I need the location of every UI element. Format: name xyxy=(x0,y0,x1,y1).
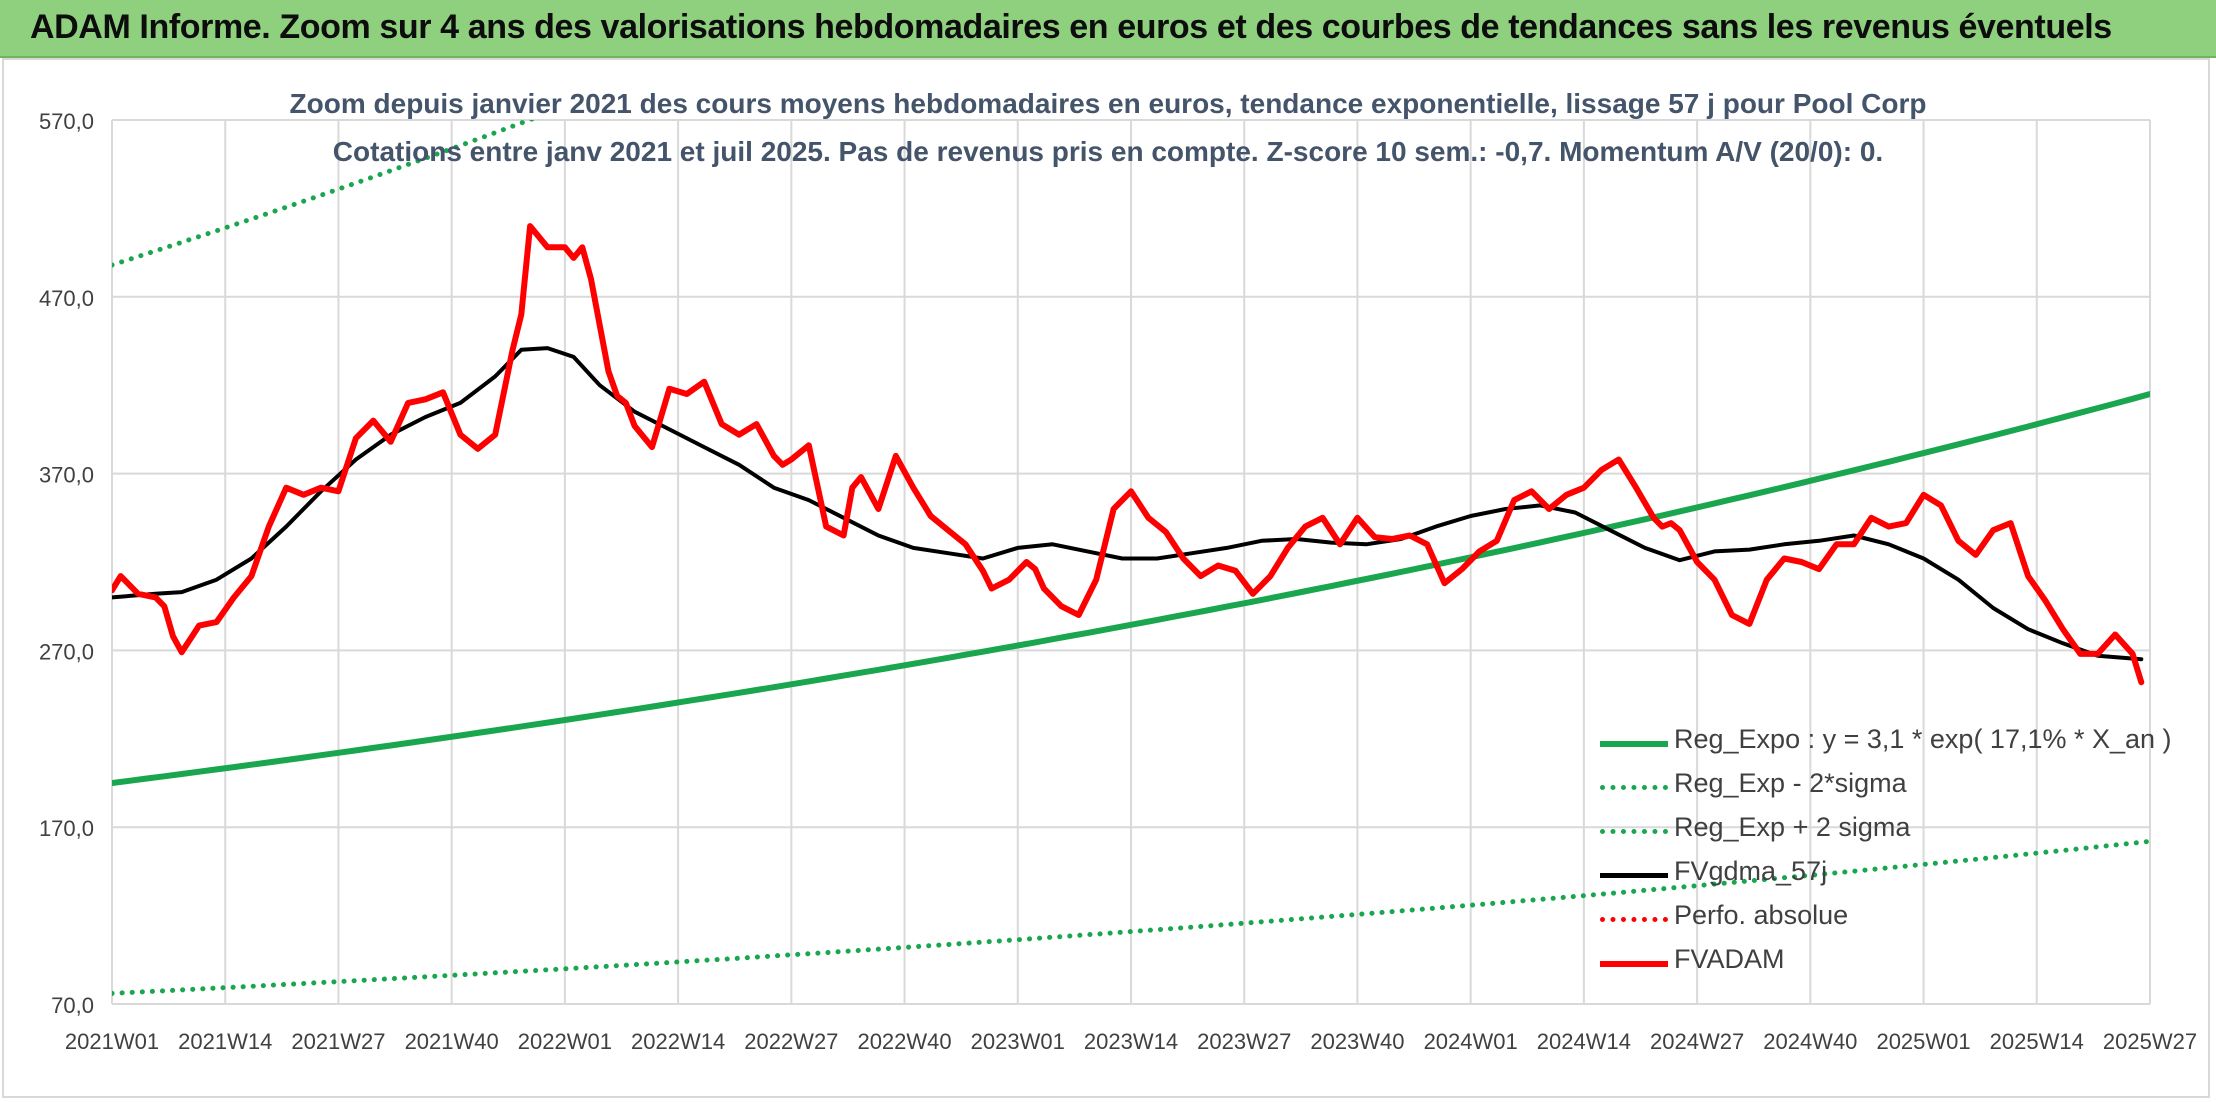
legend-swatch xyxy=(1600,961,1668,967)
x-tick-label: 2022W40 xyxy=(857,1029,951,1054)
series-line-fvadam xyxy=(112,223,2145,686)
chart-frame xyxy=(2,58,2210,1098)
x-tick-label: 2021W01 xyxy=(65,1029,159,1054)
x-tick-label: 2023W14 xyxy=(1084,1029,1178,1054)
x-tick-label: 2022W14 xyxy=(631,1029,725,1054)
x-tick-label: 2021W27 xyxy=(291,1029,385,1054)
legend-swatch xyxy=(1600,741,1668,747)
x-tick-label: 2023W27 xyxy=(1197,1029,1291,1054)
legend-label: Perfo. absolue xyxy=(1674,900,1849,930)
legend-swatch xyxy=(1600,829,1668,834)
legend-item: Reg_Exp - 2*sigma xyxy=(1600,764,2120,808)
x-tick-label: 2021W40 xyxy=(405,1029,499,1054)
legend-item: Reg_Exp + 2 sigma xyxy=(1600,808,2120,852)
series-line-fvgdma-57j xyxy=(112,346,2144,662)
legend-label: FVADAM xyxy=(1674,944,1785,974)
header-banner: ADAM Informe. Zoom sur 4 ans des valoris… xyxy=(0,0,2216,58)
y-tick-label: 170,0 xyxy=(39,816,94,841)
legend-item: Perfo. absolue xyxy=(1600,896,2120,940)
x-tick-label: 2024W01 xyxy=(1424,1029,1518,1054)
series-line-reg-expo-y-3-1-exp-17-1-x-an xyxy=(112,391,2150,786)
x-tick-label: 2024W40 xyxy=(1763,1029,1857,1054)
chart-subtitle: Cotations entre janv 2021 et juil 2025. … xyxy=(332,136,1884,167)
x-tick-label: 2024W14 xyxy=(1537,1029,1631,1054)
x-tick-label: 2024W27 xyxy=(1650,1029,1744,1054)
x-tick-label: 2025W27 xyxy=(2103,1029,2197,1054)
page-title: ADAM Informe. Zoom sur 4 ans des valoris… xyxy=(30,8,2112,46)
chart-legend: Reg_Expo : y = 3,1 * exp( 17,1% * X_an )… xyxy=(1600,720,2172,984)
y-tick-label: 270,0 xyxy=(39,639,94,664)
legend-label: Reg_Exp + 2 sigma xyxy=(1674,812,1911,842)
legend-label: Reg_Exp - 2*sigma xyxy=(1674,768,1907,798)
legend-swatch xyxy=(1600,917,1668,922)
y-tick-label: 70,0 xyxy=(51,993,94,1018)
x-tick-label: 2022W27 xyxy=(744,1029,838,1054)
x-tick-label: 2022W01 xyxy=(518,1029,612,1054)
legend-item: FVgdma_57j xyxy=(1600,852,2120,896)
x-tick-label: 2021W14 xyxy=(178,1029,272,1054)
legend-item: FVADAM xyxy=(1600,940,2120,984)
series-line-reg-exp-2-sigma xyxy=(112,838,2150,996)
x-tick-label: 2025W14 xyxy=(1990,1029,2084,1054)
x-tick-label: 2023W40 xyxy=(1310,1029,1404,1054)
y-tick-label: 370,0 xyxy=(39,463,94,488)
y-tick-label: 470,0 xyxy=(39,286,94,311)
legend-swatch xyxy=(1600,873,1668,878)
legend-label: Reg_Expo : y = 3,1 * exp( 17,1% * X_an ) xyxy=(1674,724,2172,754)
legend-label: FVgdma_57j xyxy=(1674,856,1828,886)
legend-item: Reg_Expo : y = 3,1 * exp( 17,1% * X_an ) xyxy=(1600,720,2172,764)
x-tick-label: 2025W01 xyxy=(1876,1029,1970,1054)
chart-title: Zoom depuis janvier 2021 des cours moyen… xyxy=(289,88,1927,119)
x-tick-label: 2023W01 xyxy=(971,1029,1065,1054)
legend-swatch xyxy=(1600,785,1668,790)
y-tick-label: 570,0 xyxy=(39,109,94,134)
